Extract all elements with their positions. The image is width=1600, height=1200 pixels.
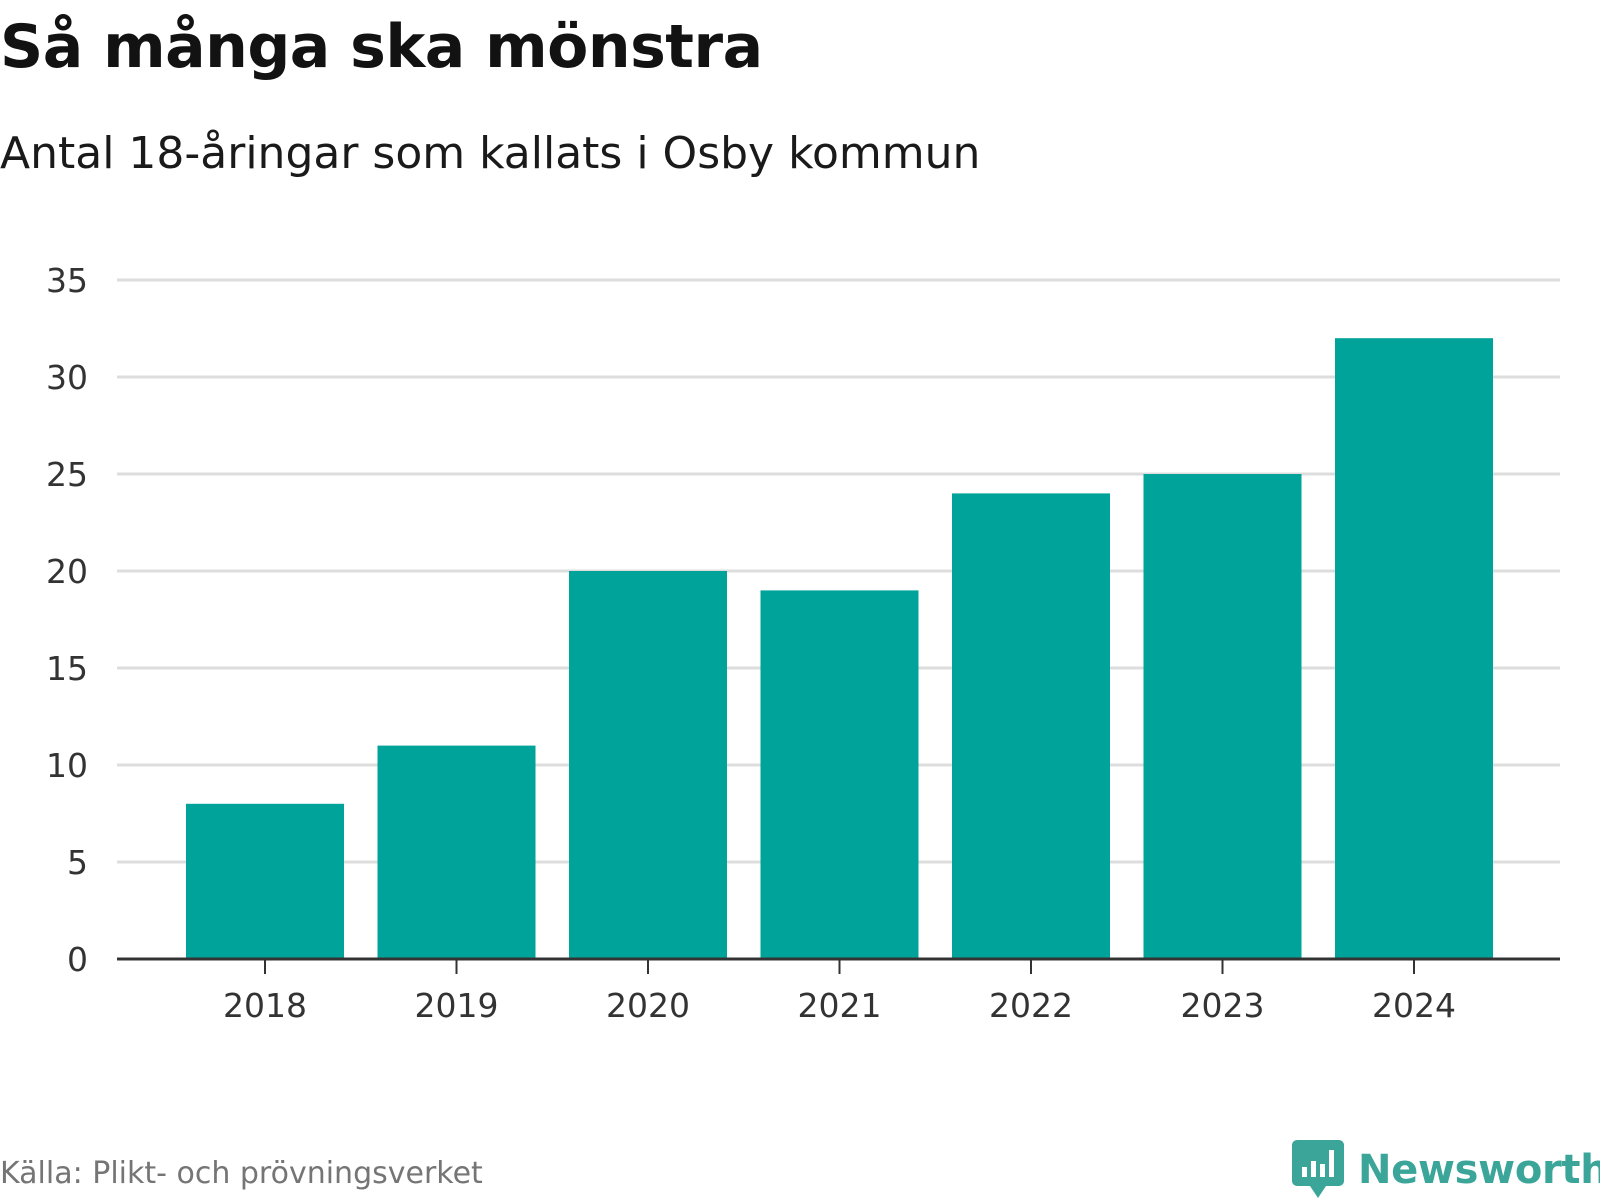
y-tick-label: 10	[46, 746, 88, 785]
x-tick-label: 2019	[415, 986, 499, 1025]
bar-2022	[952, 493, 1110, 959]
chart-title: Så många ska mönstra	[0, 12, 763, 82]
brand-name: Newsworthy	[1358, 1147, 1600, 1193]
chart-bubble-icon	[1292, 1140, 1344, 1198]
bar-2018	[186, 803, 344, 959]
x-tick-label: 2023	[1181, 986, 1265, 1025]
y-tick-label: 30	[46, 358, 88, 397]
bar-2023	[1143, 474, 1302, 959]
x-tick-label: 2022	[989, 986, 1073, 1025]
x-tick-label: 2018	[223, 986, 307, 1025]
bar-2020	[569, 571, 727, 959]
axes	[117, 957, 1560, 974]
y-tick-label: 0	[67, 940, 88, 979]
y-tick-label: 15	[46, 649, 88, 688]
bar-2024	[1335, 338, 1493, 959]
y-tick-label: 20	[46, 552, 88, 591]
bars	[186, 338, 1493, 959]
y-tick-label: 35	[46, 261, 88, 300]
tick-labels: 0 5 10 15 20 25 30 35 2018 2019 2020 2021 2022 2023 20…	[46, 261, 1456, 1025]
bar-2021	[760, 590, 919, 959]
x-tick-label: 2021	[798, 986, 882, 1025]
brand-logo: Newsworthy	[1292, 1140, 1600, 1200]
x-tick-label: 2020	[606, 986, 690, 1025]
x-tick-label: 2024	[1372, 986, 1456, 1025]
bar-2019	[377, 745, 536, 959]
source-note: Källa: Plikt- och prövningsverket	[0, 1156, 483, 1191]
chart-subtitle: Antal 18-åringar som kallats i Osby komm…	[0, 128, 981, 179]
y-tick-label: 5	[67, 843, 88, 882]
y-tick-label: 25	[46, 455, 88, 494]
